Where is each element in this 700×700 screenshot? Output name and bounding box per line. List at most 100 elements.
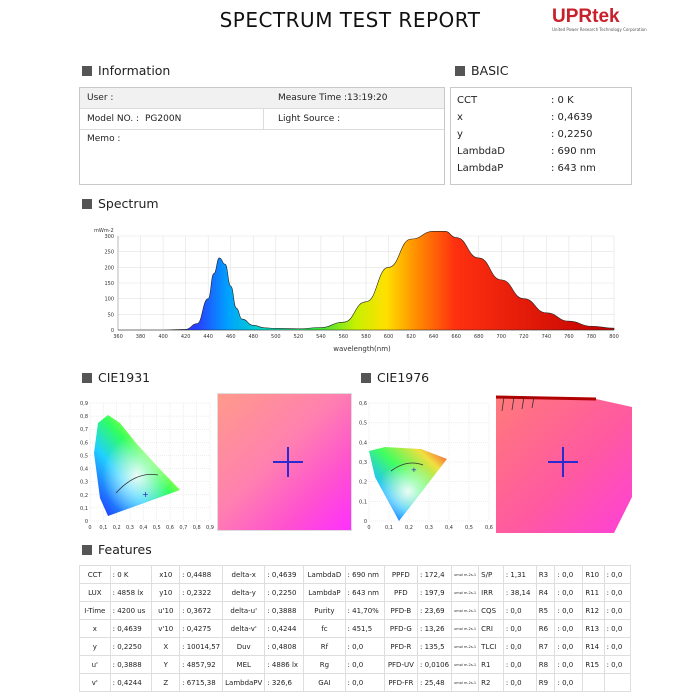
feature-value: R1 xyxy=(478,655,504,674)
feature-label: : 0,0 xyxy=(554,619,584,638)
cie1976-title: CIE1976 xyxy=(377,370,430,385)
x-tick-label: 0,6 xyxy=(166,525,174,531)
feature-label: PFD-FR xyxy=(383,673,419,692)
feature-value: : 172,4 xyxy=(417,565,453,584)
feature-label: v' xyxy=(79,673,111,692)
feature-value: : 690 nm xyxy=(344,565,385,584)
x-tick-label: 600 xyxy=(384,334,394,340)
cie1976-heading: CIE1976 xyxy=(361,370,429,385)
features-title: Features xyxy=(98,542,152,557)
feature-label: y xyxy=(79,637,111,656)
feature-value: : 326,6 xyxy=(264,673,305,692)
x-tick-label: 680 xyxy=(474,334,484,340)
feature-label: : 0,0 xyxy=(554,655,584,674)
section-square-icon xyxy=(82,372,92,383)
feature-value: : 0,0 xyxy=(344,655,385,674)
feature-value: : 0,0106 xyxy=(417,655,453,674)
spectrum-title: Spectrum xyxy=(98,196,159,211)
feature-label: PFD-UV xyxy=(383,655,419,674)
section-square-icon xyxy=(82,544,92,555)
feature-value: R15 xyxy=(582,655,605,674)
x-tick-label: 0,1 xyxy=(99,525,107,531)
feature-value: : 0,2250 xyxy=(264,583,305,602)
feature-unit: umol m-2s-1 xyxy=(451,673,480,692)
y-tick-label: 0,6 xyxy=(80,440,88,446)
feature-value: : 0,4639 xyxy=(109,619,153,638)
y-tick-label: 0 xyxy=(364,519,367,525)
section-square-icon xyxy=(82,65,92,76)
feature-label: MEL xyxy=(222,655,266,674)
feature-label: Duv xyxy=(222,637,266,656)
light-source-label: Light Source : xyxy=(278,114,341,124)
feature-value: R4 xyxy=(535,583,556,602)
y-tick-label: 0,2 xyxy=(80,493,88,499)
feature-value: : 0,3888 xyxy=(109,655,153,674)
feature-value: : 0,0 xyxy=(344,673,385,692)
feature-label: : 0,0 xyxy=(603,583,632,602)
feature-label: : 0,0 xyxy=(502,673,537,692)
information-title: Information xyxy=(98,63,171,78)
feature-label: PFD-G xyxy=(383,619,419,638)
feature-value: R10 xyxy=(582,565,605,584)
model-label: Model NO. : xyxy=(87,114,140,124)
x-tick-label: 0,7 xyxy=(179,525,187,531)
x-tick-label: 0,1 xyxy=(385,525,393,531)
feature-label: : 38,14 xyxy=(502,583,537,602)
x-tick-label: 660 xyxy=(451,334,461,340)
cie1976-zoom-ticks xyxy=(501,396,535,412)
feature-value: R14 xyxy=(582,637,605,656)
feature-label: Purity xyxy=(303,601,346,620)
basic-row-lambdad: LambdaD: 690 nm xyxy=(457,146,596,157)
feature-value xyxy=(582,673,605,692)
page-title: SPECTRUM TEST REPORT xyxy=(219,8,481,32)
x-tick-label: 420 xyxy=(181,334,191,340)
y-tick-label: 0,3 xyxy=(80,480,88,486)
x-tick-label: 540 xyxy=(316,334,326,340)
y-tick-label: 0 xyxy=(85,519,88,525)
section-square-icon xyxy=(82,198,92,209)
feature-label: delta-x xyxy=(222,565,266,584)
feature-label: Rg xyxy=(303,655,346,674)
feature-value: R7 xyxy=(535,637,556,656)
x-tick-label: 0,2 xyxy=(405,525,413,531)
x-tick-label: 0,4 xyxy=(445,525,453,531)
feature-label: : 0,0 xyxy=(502,655,537,674)
x-tick-label: 520 xyxy=(294,334,304,340)
feature-value: R3 xyxy=(535,565,556,584)
feature-value: IRR xyxy=(478,583,504,602)
x-tick-label: 0,6 xyxy=(485,525,493,531)
x-tick-label: 0,3 xyxy=(126,525,134,531)
info-row-model: Model NO. : PG200N Light Source : xyxy=(80,109,444,130)
x-tick-label: 780 xyxy=(587,334,597,340)
x-tick-label: 640 xyxy=(429,334,439,340)
feature-unit: umol m-2s-1 xyxy=(451,637,480,656)
feature-value: R2 xyxy=(478,673,504,692)
basic-title: BASIC xyxy=(471,63,509,78)
y-tick-label: 250 xyxy=(104,250,114,256)
logo-subtitle: United Power Research Technology Corpora… xyxy=(552,27,647,32)
spectrum-chart: mWm-2 0 50 100 150 200 250 300 360 380 400 420 440 4… xyxy=(94,228,619,353)
cie1931-zoom xyxy=(217,393,352,531)
feature-value: CRI xyxy=(478,619,504,638)
x-tick-label: 380 xyxy=(136,334,146,340)
feature-value: R9 xyxy=(535,673,556,692)
y-tick-label: 200 xyxy=(104,265,114,271)
x-tick-label: 0,4 xyxy=(139,525,147,531)
feature-value: : 4886 lx xyxy=(264,655,305,674)
feature-unit: umol m-2s-1 xyxy=(451,583,480,602)
y-tick-label: 0,6 xyxy=(359,401,367,407)
feature-value: : 0,4488 xyxy=(179,565,224,584)
feature-label: : 0,0 xyxy=(603,565,632,584)
feature-unit: umol m-2s-1 xyxy=(451,565,480,584)
feature-label: I-Time xyxy=(79,601,111,620)
feature-value: : 41,70% xyxy=(344,601,385,620)
spectrum-area xyxy=(117,231,615,331)
feature-value: : 25,48 xyxy=(417,673,453,692)
feature-label: x xyxy=(79,619,111,638)
feature-unit: umol m-2s-1 xyxy=(451,601,480,620)
spectrum-y-unit: mWm-2 xyxy=(94,228,114,234)
feature-label: u' xyxy=(79,655,111,674)
basic-box: CCT: 0 K x: 0,4639 y: 0,2250 LambdaD: 69… xyxy=(450,87,632,185)
feature-value: : 0 K xyxy=(109,565,153,584)
